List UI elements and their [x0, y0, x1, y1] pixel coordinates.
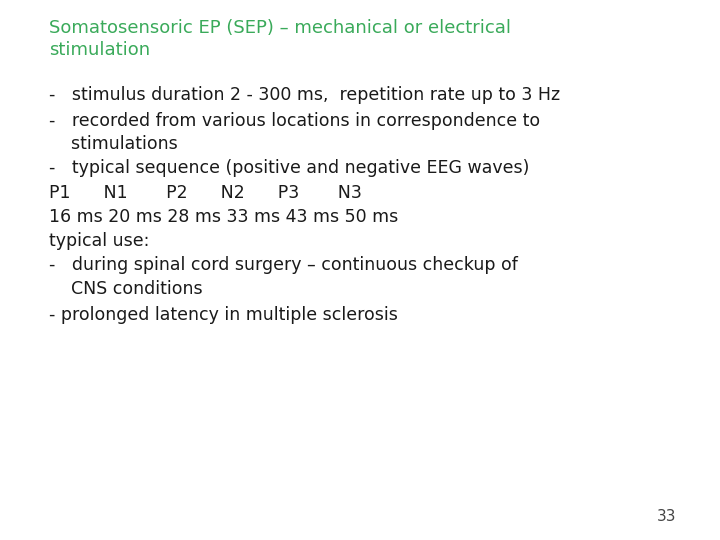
- Text: -   typical sequence (positive and negative EEG waves): - typical sequence (positive and negativ…: [49, 159, 529, 177]
- Text: 16 ms 20 ms 28 ms 33 ms 43 ms 50 ms: 16 ms 20 ms 28 ms 33 ms 43 ms 50 ms: [49, 208, 398, 226]
- Text: CNS conditions: CNS conditions: [49, 280, 202, 298]
- Text: P1      N1       P2      N2      P3       N3: P1 N1 P2 N2 P3 N3: [49, 184, 362, 201]
- Text: 33: 33: [657, 509, 677, 524]
- Text: typical use:: typical use:: [49, 232, 149, 250]
- Text: -   recorded from various locations in correspondence to: - recorded from various locations in cor…: [49, 112, 540, 130]
- Text: stimulations: stimulations: [49, 135, 178, 153]
- Text: Somatosensoric EP (SEP) – mechanical or electrical
stimulation: Somatosensoric EP (SEP) – mechanical or …: [49, 19, 511, 59]
- Text: - prolonged latency in multiple sclerosis: - prolonged latency in multiple sclerosi…: [49, 306, 398, 324]
- Text: -   stimulus duration 2 - 300 ms,  repetition rate up to 3 Hz: - stimulus duration 2 - 300 ms, repetiti…: [49, 86, 560, 104]
- Text: -   during spinal cord surgery – continuous checkup of: - during spinal cord surgery – continuou…: [49, 256, 518, 274]
